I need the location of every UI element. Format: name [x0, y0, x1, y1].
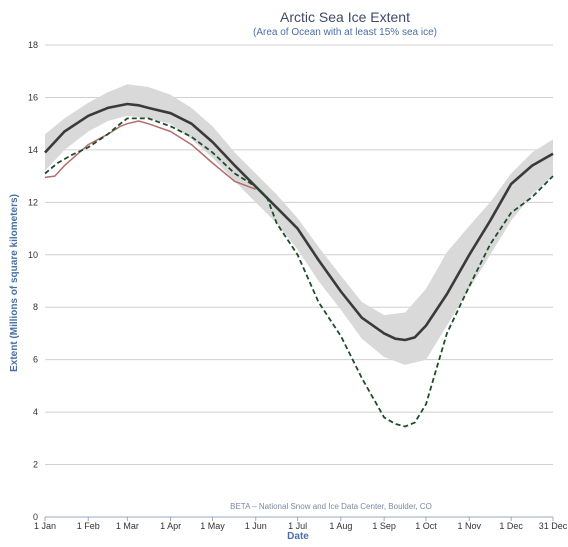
x-tick-label: 1 Feb	[77, 521, 100, 531]
gridlines	[45, 44, 553, 518]
x-tick-label: 31 Dec	[539, 521, 568, 531]
x-tick-label: 1 Apr	[160, 521, 181, 531]
record-low-line	[44, 117, 554, 428]
y-tick-label: 14	[28, 145, 38, 155]
y-tick-label: 12	[28, 197, 38, 207]
y-tick-label: 2	[33, 460, 38, 470]
y-tick-label: 18	[28, 40, 38, 50]
x-tick-label: 1 May	[200, 521, 225, 531]
x-tick-label: 1 Jan	[34, 521, 56, 531]
x-tick-label: 1 Jun	[245, 521, 267, 531]
y-axis-ticks: 0 2 4 6 8 10 12 14 16 18	[28, 40, 38, 522]
x-axis-label: Date	[287, 531, 309, 542]
range-band	[45, 84, 553, 365]
chart-title: Arctic Sea Ice Extent	[280, 9, 410, 25]
x-tick-label: 1 Nov	[458, 521, 482, 531]
x-tick-label: 1 Mar	[116, 521, 139, 531]
average-extent-line	[44, 102, 554, 342]
x-tick-label: 1 Sep	[372, 521, 396, 531]
y-tick-label: 0	[33, 512, 38, 522]
x-tick-label: 1 Oct	[415, 521, 437, 531]
x-tick-label: 1 Dec	[499, 521, 523, 531]
y-tick-label: 6	[33, 355, 38, 365]
x-axis-ticks: 1 Jan 1 Feb 1 Mar 1 Apr 1 May 1 Jun 1 Jul 1 Aug…	[34, 517, 568, 531]
y-axis-label: Extent (Millions of square kilometers)	[9, 194, 20, 372]
chart-subtitle: (Area of Ocean with at least 15% sea ice…	[253, 27, 437, 38]
y-tick-label: 16	[28, 92, 38, 102]
plot-series	[44, 84, 554, 428]
y-tick-label: 10	[28, 250, 38, 260]
y-tick-label: 4	[33, 407, 38, 417]
current-year-line	[44, 120, 256, 190]
x-tick-label: 1 Jul	[288, 521, 307, 531]
x-tick-label: 1 Aug	[329, 521, 352, 531]
y-tick-label: 8	[33, 302, 38, 312]
chart-credit: BETA – National Snow and Ice Data Center…	[230, 502, 432, 511]
